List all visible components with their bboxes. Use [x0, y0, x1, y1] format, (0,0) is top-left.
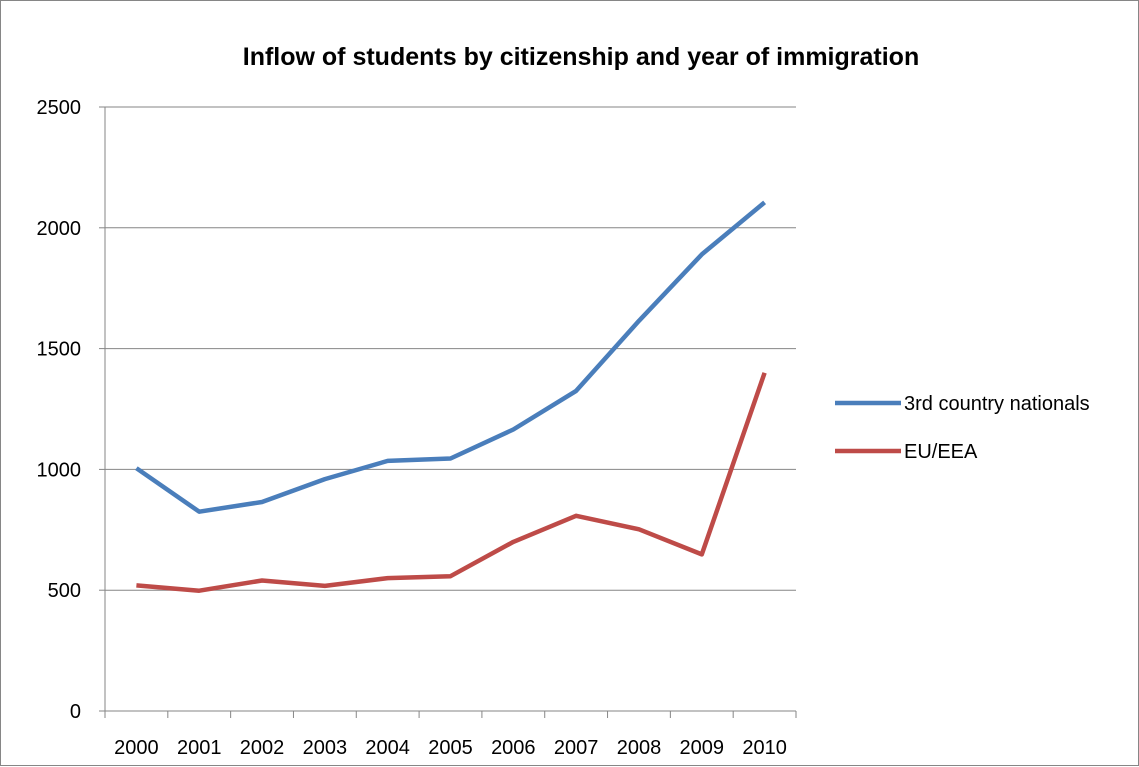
x-axis-tick-labels: 2000 2001 2002 2003 2004 2005 2006 2007 2008 2009… [114, 737, 787, 759]
x-tick-label: 2006 [491, 737, 536, 759]
y-tick-label: 2000 [37, 218, 82, 240]
x-tick-label: 2000 [114, 737, 159, 759]
x-tick-label: 2005 [428, 737, 473, 759]
x-tick-label: 2010 [742, 737, 787, 759]
y-axis-tick-labels: 0 500 1000 1500 2000 2500 [37, 97, 82, 723]
y-tick-label: 500 [48, 580, 81, 602]
x-tick-label: 2003 [303, 737, 348, 759]
y-tick-label: 0 [70, 701, 81, 723]
legend: 3rd country nationals EU/EEA [835, 393, 1090, 463]
x-tick-label: 2004 [365, 737, 410, 759]
series-line-2 [136, 372, 767, 593]
chart-title: Inflow of students by citizenship and ye… [243, 43, 919, 71]
y-tick-label: 1500 [37, 339, 82, 361]
series-line-1 [135, 200, 767, 514]
y-tick-label: 2500 [37, 97, 82, 119]
data-series [135, 200, 767, 593]
x-tick-label: 2002 [240, 737, 285, 759]
gridlines [105, 106, 796, 591]
axes [99, 106, 797, 718]
y-tick-label: 1000 [37, 459, 82, 481]
legend-label: EU/EEA [904, 441, 978, 463]
x-tick-label: 2008 [617, 737, 662, 759]
x-tick-label: 2007 [554, 737, 599, 759]
x-tick-label: 2001 [177, 737, 222, 759]
legend-label: 3rd country nationals [904, 393, 1090, 415]
x-tick-label: 2009 [680, 737, 725, 759]
